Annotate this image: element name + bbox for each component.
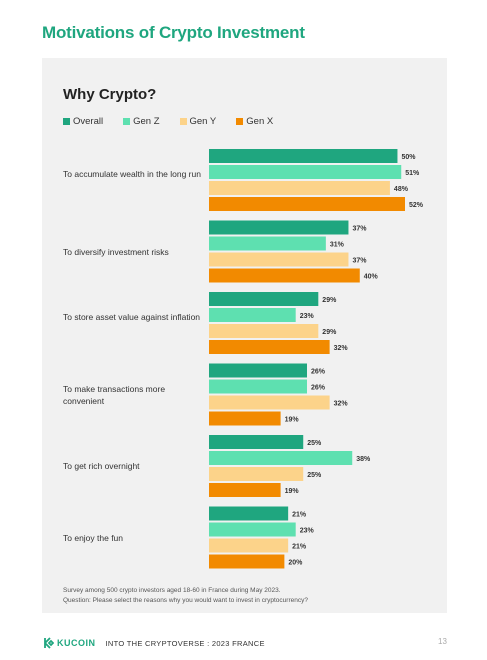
bar-chart: 50% 51% 48% 52% 37% 31% 37% 40% 29% 23% 29% 32% 26% 2… [209,149,424,569]
data-label: 23% [300,528,315,535]
bar [209,522,296,537]
bar [209,340,330,354]
bar [209,165,402,179]
data-label: 31% [330,242,345,249]
bar [209,483,281,497]
legend-label: Gen Z [133,116,160,127]
category-label: To make transactions more convenient [63,383,166,406]
data-label: 19% [285,417,300,424]
bar [209,197,405,211]
data-label: 20% [288,560,303,567]
chart-title: Why Crypto? [63,86,157,103]
survey-note: Survey among 500 crypto investors aged 1… [63,586,433,606]
data-label: 25% [307,472,322,479]
data-label: 51% [405,170,420,177]
data-label: 23% [300,313,315,320]
bar [209,220,349,235]
bar [209,308,296,322]
bar [209,252,349,267]
survey-note-line2: Question: Please select the reasons why … [63,597,308,604]
data-label: 37% [352,226,367,233]
bar [209,236,326,251]
data-label: 29% [322,297,337,304]
bar [209,292,319,306]
legend-label: Overall [73,116,104,127]
bar [209,363,307,378]
kucoin-logo-icon [44,637,54,649]
data-label: 32% [334,401,349,408]
data-label: 48% [394,186,409,193]
data-label: 29% [322,329,337,336]
bar [209,411,281,426]
bar [209,379,307,394]
legend-item: Overall [63,116,103,127]
category-label: To enjoy the fun [63,532,124,543]
chart-panel: Why Crypto? Overall Gen Z Gen Y Gen X To ac… [42,58,447,613]
data-label: 52% [409,202,424,209]
bar [209,506,289,521]
bar [209,181,390,195]
category-label: To store asset value against inflation [63,312,201,322]
footer: KUCOIN INTO THE CRYPTOVERSE : 2023 FRANC… [42,637,265,649]
legend-swatch [63,118,70,125]
bar [209,451,353,465]
data-label: 38% [356,456,371,463]
data-label: 26% [311,369,326,376]
legend-swatch [236,118,244,125]
data-label: 37% [352,258,367,265]
data-label: 21% [292,544,307,551]
legend-swatch [123,118,131,125]
bar [209,538,289,553]
legend-item: Gen X [236,116,273,127]
legend-label: Gen Y [189,116,217,127]
bar [209,268,360,283]
page-number: 13 [438,637,447,646]
data-label: 21% [292,512,307,519]
page-title: Motivations of Crypto Investment [42,23,305,42]
data-label: 50% [401,154,416,161]
data-label: 25% [307,440,322,447]
bar [209,435,304,449]
data-label: 19% [285,488,300,495]
category-label: To accumulate wealth in the long run [63,169,201,179]
legend: Overall Gen Z Gen Y Gen X [63,116,273,127]
legend-label: Gen X [246,116,274,127]
data-label: 26% [311,385,326,392]
bar [209,554,285,569]
bar [209,149,398,163]
bar [209,324,319,338]
bar [209,395,330,410]
bar [209,467,304,481]
legend-swatch [179,118,187,125]
data-label: 40% [364,274,379,281]
legend-item: Gen Z [123,116,160,127]
category-label: To diversify investment risks [63,246,169,257]
legend-item: Gen Y [179,116,217,127]
survey-note-line1: Survey among 500 crypto investors aged 1… [63,587,281,594]
category-label: To get rich overnight [63,461,140,471]
brand-name: KUCOIN [57,638,96,648]
data-label: 32% [334,345,349,352]
footer-text: INTO THE CRYPTOVERSE : 2023 FRANCE [105,638,265,648]
